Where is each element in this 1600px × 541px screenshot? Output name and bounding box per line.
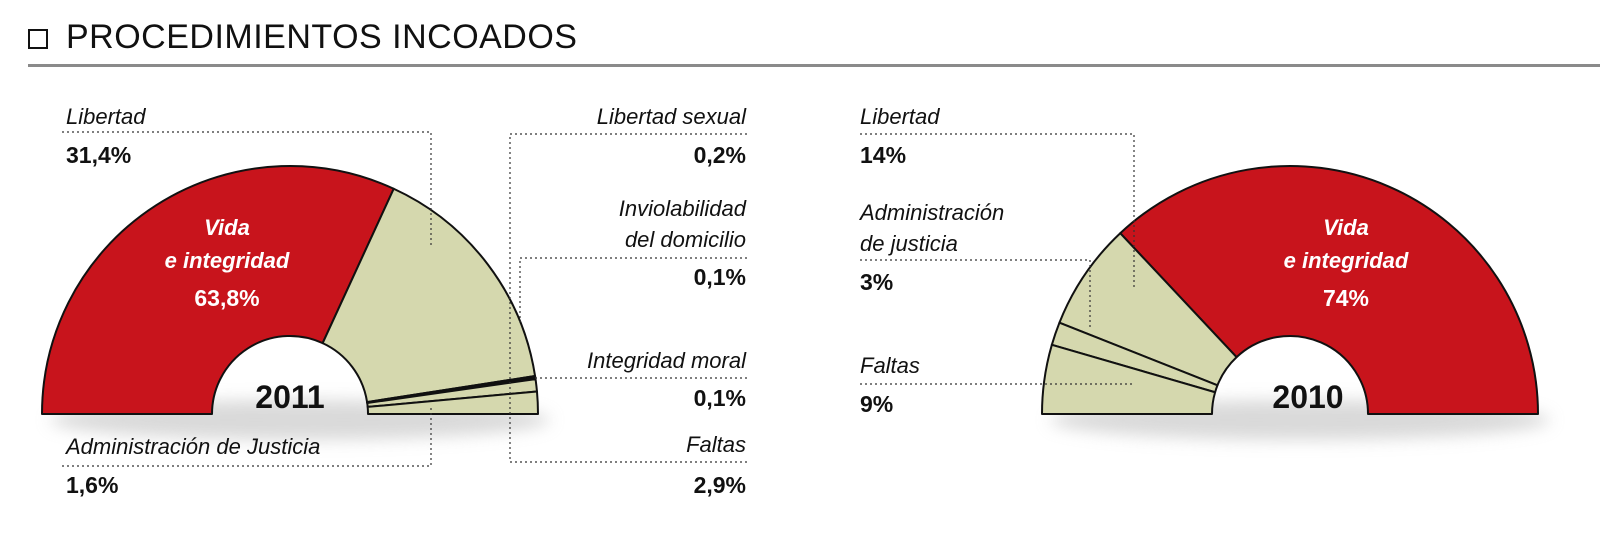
year-label-2010: 2010 [1272, 379, 1343, 415]
label-administracion-2010-line2: de justicia [860, 231, 958, 256]
year-label-2011: 2011 [255, 379, 324, 415]
value-libertad-sexual-2011: 0,2% [694, 142, 746, 168]
label-integridad-moral-2011: Integridad moral [587, 348, 747, 373]
value-faltas-2011: 2,9% [694, 472, 746, 498]
leader-libertad-2010 [860, 133, 1135, 290]
title-divider [28, 64, 1600, 67]
leader-lines-2010 [860, 133, 1135, 385]
value-administracion-2011: 1,6% [66, 472, 118, 498]
leader-administracion-2010 [860, 259, 1091, 328]
leader-lines-2011 [62, 131, 747, 467]
value-integridad-moral-2011: 0,1% [694, 385, 746, 411]
value-inviolabilidad-2011: 0,1% [694, 264, 746, 290]
label-administracion-2011: Administración de Justicia [64, 434, 320, 459]
value-vida-2010: 74% [1323, 285, 1369, 311]
donut-2011 [41, 165, 539, 415]
slice-libertad-2011 [321, 187, 537, 404]
label-administracion-2010-line1: Administración [858, 200, 1004, 225]
checkbox-square-icon [28, 29, 48, 49]
label-vida-2011-line2: e integridad [165, 248, 290, 273]
leader-inviolabilidad-2011 [519, 257, 747, 322]
label-libertad-2010: Libertad [860, 104, 940, 129]
leader-libertad-sexual-faltas-2011 [509, 133, 747, 463]
value-libertad-2011: 31,4% [66, 142, 131, 168]
label-libertad-2011: Libertad [66, 104, 146, 129]
donut-2010 [1041, 165, 1539, 415]
label-faltas-2011: Faltas [686, 432, 746, 457]
value-faltas-2010: 9% [860, 391, 893, 417]
label-libertad-sexual-2011: Libertad sexual [597, 104, 747, 129]
leader-libertad-2011 [62, 131, 432, 248]
value-administracion-2010: 3% [860, 269, 893, 295]
label-faltas-2010: Faltas [860, 353, 920, 378]
label-vida-2010-line2: e integridad [1284, 248, 1409, 273]
page-title: PROCEDIMIENTOS INCOADOS [66, 18, 578, 56]
label-vida-2011-line1: Vida [204, 215, 250, 240]
label-inviolabilidad-2011-line2: del domicilio [625, 227, 746, 252]
value-libertad-2010: 14% [860, 142, 906, 168]
value-vida-2011: 63,8% [194, 285, 259, 311]
label-vida-2010-line1: Vida [1323, 215, 1369, 240]
label-inviolabilidad-2011-line1: Inviolabilidad [619, 196, 747, 221]
slice-vida-e-integridad-2011 [41, 165, 395, 415]
slice-vida-e-integridad-2010 [1119, 165, 1539, 415]
